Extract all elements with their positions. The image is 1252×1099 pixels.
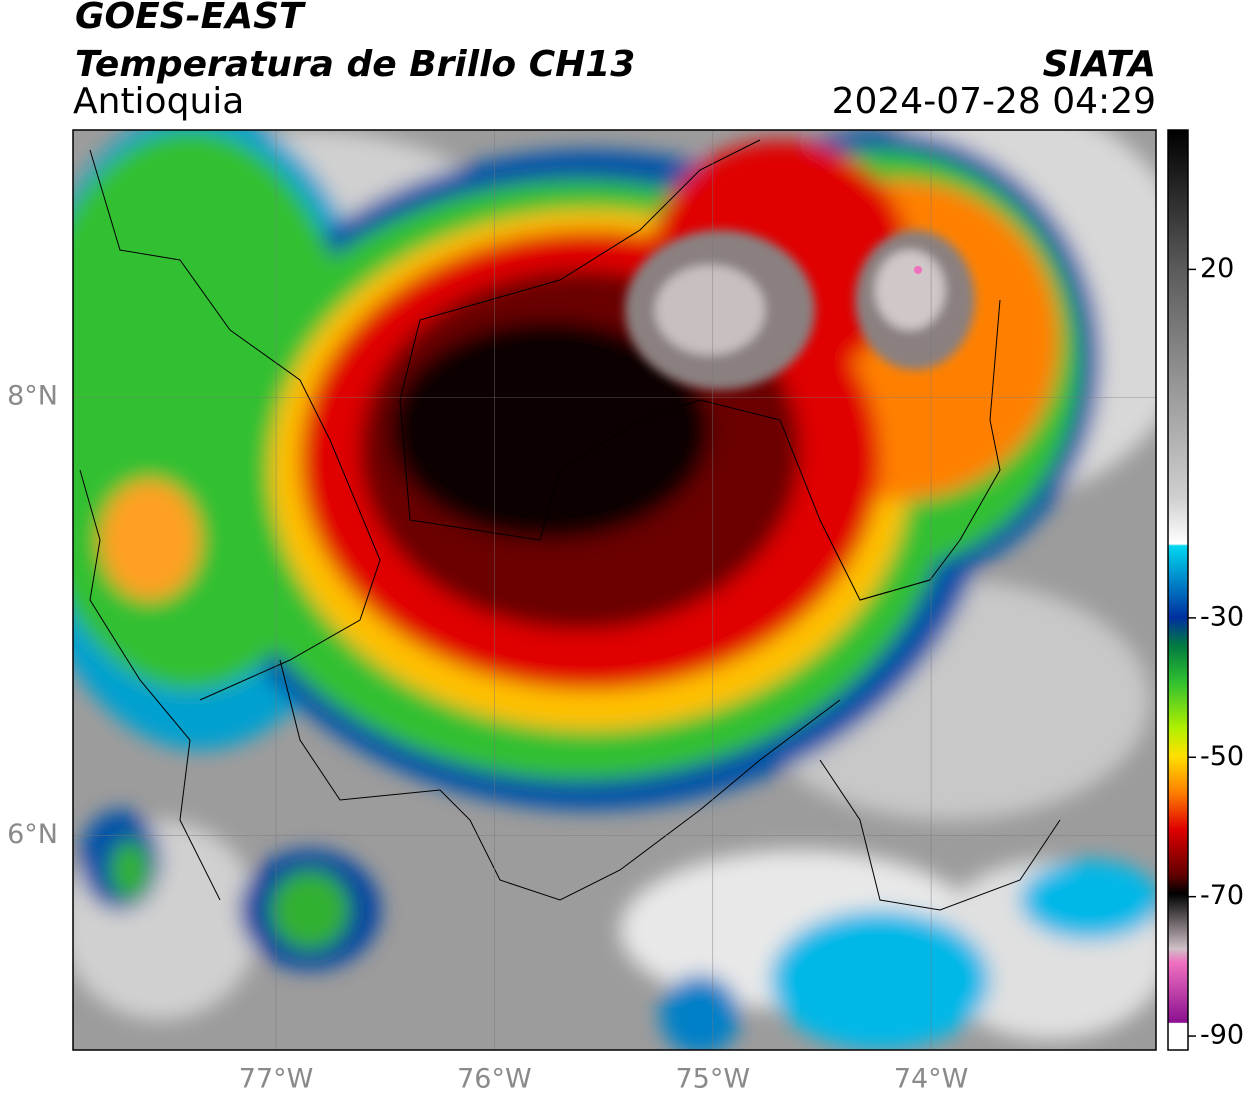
colorbar-tick-label: -70: [1200, 880, 1244, 911]
x-tick-label: 75°W: [675, 1064, 750, 1095]
satellite-image: [73, 130, 1156, 1050]
colorbar-tick-label: -90: [1200, 1020, 1244, 1051]
colorbar-tick-label: -30: [1200, 601, 1244, 632]
subtitle: Temperatura de Brillo CH13: [75, 44, 635, 85]
x-tick-label: 77°W: [239, 1064, 314, 1095]
x-tick-label: 76°W: [457, 1064, 532, 1095]
title: GOES-EAST: [75, 0, 306, 37]
map-frame: [72, 129, 1157, 1051]
x-tick-label: 74°W: [894, 1064, 969, 1095]
timestamp: 2024-07-28 04:29: [832, 81, 1156, 122]
y-tick-label: 8°N: [7, 381, 58, 412]
source: SIATA: [1043, 44, 1156, 85]
colorbar-tick-label: 20: [1200, 253, 1234, 284]
colorbar-tick-label: -50: [1200, 741, 1244, 772]
region: Antioquia: [73, 81, 244, 122]
colorbar: [1167, 129, 1189, 1051]
y-tick-label: 6°N: [7, 819, 58, 850]
